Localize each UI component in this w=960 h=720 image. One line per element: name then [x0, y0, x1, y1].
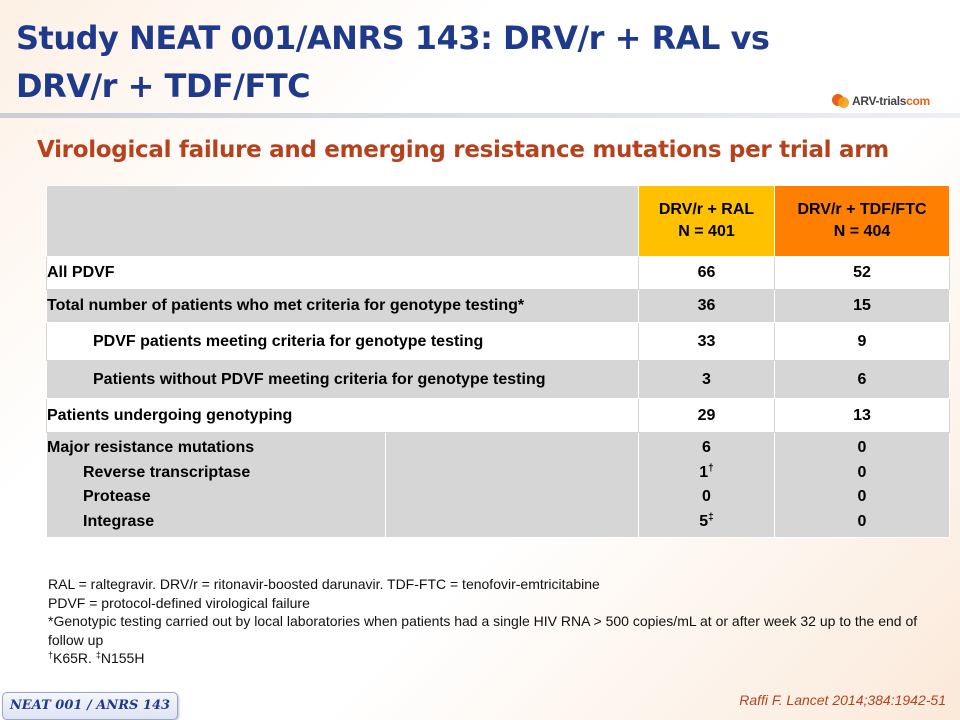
arv-trials-logo: ARV-trialscom [832, 91, 930, 111]
ral-value: 66 [638, 256, 775, 290]
mutations-tdf-cell: 0 0 0 0 [774, 432, 950, 538]
ral-value: 5 [699, 512, 709, 530]
footnotes: RAL = raltegravir. DRV/r = ritonavir-boo… [48, 575, 918, 668]
mutations-label: Major resistance mutations [47, 439, 255, 456]
row-label: Total number of patients who met criteri… [46, 289, 639, 323]
footnote-mark: † [708, 462, 714, 474]
mutations-row: Major resistance mutations Reverse trans… [46, 432, 950, 538]
tdf-value: 0 [857, 512, 867, 530]
mutation-type-label: Integrase [83, 512, 155, 530]
table-row: All PDVF 66 52 [46, 256, 950, 290]
logo-text: ARV-trialscom [852, 94, 930, 108]
logo-icon [832, 92, 850, 110]
ral-value: 6 [702, 439, 711, 456]
footnote-genotypic-testing: *Genotypic testing carried out by local … [48, 613, 918, 648]
slide-title: Study NEAT 001/ANRS 143: DRV/r + RAL vs … [16, 19, 770, 105]
ral-value: 29 [638, 398, 775, 433]
ral-value: 0 [702, 488, 711, 505]
mutation-type-label: Protease [83, 488, 151, 505]
row-label: Patients without PDVF meeting criteria f… [46, 360, 639, 399]
tdf-value: 0 [857, 463, 867, 481]
ral-value: 1 [699, 463, 709, 481]
results-table: DRV/r + RAL N = 401 DRV/r + TDF/FTC N = … [46, 185, 950, 538]
mutations-ral-cell: 6 1† 0 5‡ [638, 432, 775, 538]
citation: Raffi F. Lancet 2014;384:1942-51 [739, 692, 946, 708]
table-row: Total number of patients who met criteri… [46, 289, 950, 323]
ral-value: 3 [638, 360, 775, 399]
header-drv-tdf-ftc: DRV/r + TDF/FTC N = 404 [774, 185, 950, 257]
table-header-row: DRV/r + RAL N = 401 DRV/r + TDF/FTC N = … [46, 185, 950, 257]
header-drv-ral: DRV/r + RAL N = 401 [638, 185, 775, 257]
slide-subtitle: Virological failure and emerging resista… [37, 137, 889, 163]
row-label: All PDVF [46, 256, 639, 290]
study-badge: NEAT 001 / ANRS 143 [2, 692, 178, 720]
arm-name: DRV/r + TDF/FTC [797, 201, 927, 218]
tdf-value: 0 [857, 439, 867, 456]
tdf-value: 6 [774, 360, 950, 399]
double-dagger-mark: ‡ [95, 650, 101, 660]
tdf-value: 13 [774, 398, 950, 433]
row-label: PDVF patients meeting criteria for genot… [46, 322, 639, 361]
footnote-mutations: †K65R. ‡N155H [48, 650, 145, 666]
dagger-mark: † [48, 650, 54, 660]
tdf-value: 15 [774, 289, 950, 323]
table-row: Patients without PDVF meeting criteria f… [46, 360, 950, 399]
table-row: PDVF patients meeting criteria for genot… [46, 322, 950, 361]
mutations-spacer-cell [385, 432, 639, 538]
mutation-type-label: Reverse transcriptase [83, 463, 251, 481]
tdf-value: 9 [774, 322, 950, 361]
mutations-label-cell: Major resistance mutations Reverse trans… [46, 432, 386, 538]
ral-value: 33 [638, 322, 775, 361]
arm-n: N = 401 [678, 223, 735, 240]
footnote-pdvf: PDVF = protocol-defined virological fail… [48, 594, 310, 611]
header-blank-cell [46, 185, 639, 257]
table-row: Patients undergoing genotyping 29 13 [46, 398, 950, 433]
tdf-value: 0 [857, 488, 867, 505]
footnote-mark: ‡ [708, 511, 714, 523]
title-divider [0, 113, 960, 118]
row-label: Patients undergoing genotyping [46, 398, 639, 433]
ral-value: 36 [638, 289, 775, 323]
footnote-abbreviations: RAL = raltegravir. DRV/r = ritonavir-boo… [48, 576, 600, 592]
tdf-value: 52 [774, 256, 950, 290]
arm-n: N = 404 [833, 223, 891, 240]
arm-name: DRV/r + RAL [658, 201, 755, 218]
